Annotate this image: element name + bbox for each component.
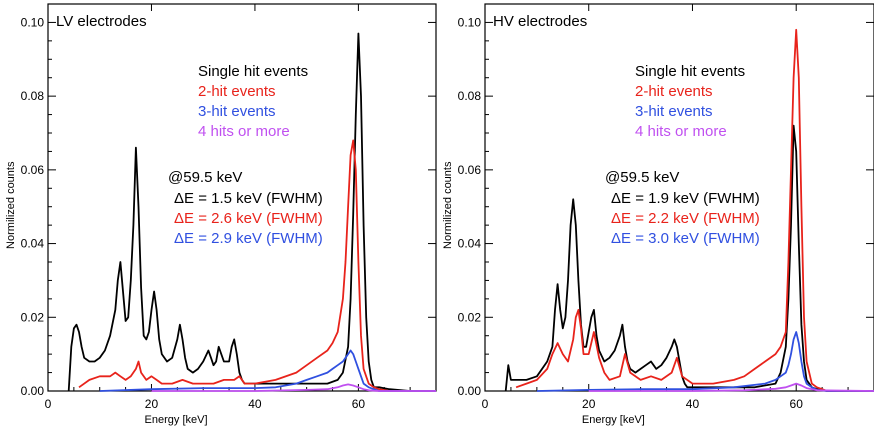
y-tick-label: 0.06: [21, 163, 45, 177]
annotation-resolution: ΔE = 1.5 keV (FWHM): [174, 190, 323, 207]
x-axis-title: Energy [keV]: [582, 414, 645, 426]
series-line-single-hit-events: [504, 124, 874, 392]
panel-title: HV electrodes: [493, 13, 587, 30]
series-line-4-hits-or-more: [151, 383, 436, 392]
y-tick-label: 0.08: [21, 89, 45, 103]
series-line-2-hit-events: [78, 139, 436, 392]
annotation-header: @59.5 keV: [168, 169, 242, 186]
x-tick-label: 0: [482, 397, 489, 411]
annotation-header: @59.5 keV: [605, 169, 679, 186]
y-tick-label: 0.06: [458, 163, 482, 177]
legend-entry: 4 hits or more: [635, 123, 727, 140]
y-tick-label: 0.04: [21, 237, 45, 251]
legend-entry: 4 hits or more: [198, 123, 290, 140]
series-line-3-hit-events: [99, 349, 436, 392]
series-line-4-hits-or-more: [588, 382, 874, 392]
y-tick-label: 0.02: [21, 310, 45, 324]
y-tick-label: 0.04: [458, 237, 482, 251]
series-line-3-hit-events: [536, 331, 874, 392]
y-tick-label: 0.00: [458, 384, 482, 398]
y-tick-label: 0.08: [458, 89, 482, 103]
x-tick-label: 20: [582, 397, 596, 411]
series-line-2-hit-events: [515, 28, 874, 392]
panel-title: LV electrodes: [56, 13, 147, 30]
annotation-resolution: ΔE = 2.6 keV (FWHM): [174, 210, 323, 227]
legend-entry: 2-hit events: [635, 83, 713, 100]
x-tick-label: 0: [45, 397, 52, 411]
x-axis-title: Energy [keV]: [145, 414, 208, 426]
y-tick-label: 0.10: [21, 15, 45, 29]
y-tick-label: 0.02: [458, 310, 482, 324]
legend-entry: 3-hit events: [198, 103, 276, 120]
x-tick-label: 60: [352, 397, 366, 411]
y-tick-label: 0.10: [458, 15, 482, 29]
annotation-resolution: ΔE = 1.9 keV (FWHM): [611, 190, 760, 207]
y-tick-label: 0.00: [21, 384, 45, 398]
y-axis-title: Normilized counts: [5, 161, 17, 249]
y-axis-title: Normilized counts: [442, 161, 454, 249]
x-tick-label: 60: [790, 397, 804, 411]
legend-entry: Single hit events: [198, 63, 308, 80]
chart-panel-2: 0 20 40 60 0.00 0.02 0.04 0.06 0.08 0.10 Energy [k…: [442, 3, 874, 426]
annotation-resolution: ΔE = 3.0 keV (FWHM): [611, 230, 760, 247]
annotation-resolution: ΔE = 2.2 keV (FWHM): [611, 210, 760, 227]
legend-entry: 2-hit events: [198, 83, 276, 100]
x-tick-label: 40: [248, 397, 262, 411]
legend-entry: Single hit events: [635, 63, 745, 80]
annotation-resolution: ΔE = 2.9 keV (FWHM): [174, 230, 323, 247]
x-tick-label: 20: [145, 397, 159, 411]
chart-panel-1: 0 20 40 60 0.00 0.02 0.04 0.06 0.08 0.10 Energy [k…: [5, 3, 437, 426]
legend-entry: 3-hit events: [635, 103, 713, 120]
series-line-single-hit-events: [67, 32, 436, 392]
x-tick-label: 40: [686, 397, 700, 411]
